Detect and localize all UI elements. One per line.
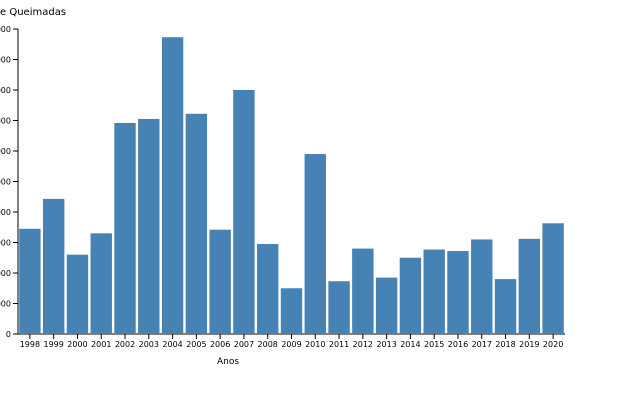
x-tick-label-2018: 2018 — [495, 340, 515, 349]
x-tick-label-2008: 2008 — [258, 340, 278, 349]
bar-2020 — [542, 223, 564, 334]
x-tick-label-2020: 2020 — [543, 340, 563, 349]
x-tick-label-1999: 1999 — [43, 340, 63, 349]
bar-1999 — [42, 198, 65, 334]
x-tick-label-2003: 2003 — [139, 340, 159, 349]
bars — [19, 37, 564, 335]
bar-2012 — [352, 248, 374, 334]
bar-2018 — [494, 279, 517, 334]
bar-2005 — [185, 113, 208, 334]
bar-2011 — [328, 281, 350, 334]
bar-2003 — [138, 118, 160, 334]
bar-2007 — [233, 90, 255, 334]
x-tick-label-1998: 1998 — [20, 340, 40, 349]
x-tick-label-2012: 2012 — [353, 340, 373, 349]
bar-2006 — [209, 229, 231, 334]
y-tick-label: 000 — [0, 86, 11, 95]
y-tick-label: 000 — [0, 117, 11, 126]
bar-2016 — [447, 251, 469, 334]
bar-2008 — [257, 244, 279, 334]
y-tick-label: 000 — [0, 269, 11, 278]
y-tick-label: 000 — [0, 25, 11, 34]
x-tick-label-2007: 2007 — [234, 340, 254, 349]
x-tick-label-2005: 2005 — [186, 340, 206, 349]
x-axis: 1998 1999 2000 2001 2002 2003 2004 2005 2006 2007… — [18, 333, 565, 349]
y-tick-label: 000 — [0, 56, 11, 65]
y-tick-label: 000 — [0, 239, 11, 248]
bar-2017 — [471, 239, 493, 334]
bar-2001 — [90, 233, 112, 334]
bar-2014 — [399, 257, 422, 334]
x-tick-label-2004: 2004 — [162, 340, 182, 349]
bar-2004 — [161, 37, 184, 335]
x-tick-label-2013: 2013 — [376, 340, 396, 349]
bar-2019 — [518, 238, 541, 334]
y-tick-label: 000 — [0, 147, 11, 156]
bar-2009 — [280, 288, 303, 334]
bar-2010 — [304, 154, 326, 334]
x-tick-label-2002: 2002 — [115, 340, 135, 349]
x-tick-label-2001: 2001 — [91, 340, 111, 349]
x-tick-label-2000: 2000 — [67, 340, 87, 349]
bar-2000 — [66, 254, 89, 334]
y-tick-label: 000 — [0, 178, 11, 187]
bar-1998 — [19, 228, 41, 334]
y-tick-label: 000 — [0, 300, 11, 309]
x-tick-label-2010: 2010 — [305, 340, 325, 349]
x-tick-label-2011: 2011 — [329, 340, 349, 349]
chart-title: e Queimadas — [0, 7, 66, 18]
x-tick-label-2006: 2006 — [210, 340, 230, 349]
bar-2013 — [375, 277, 398, 334]
y-axis: 0000000000000000000000000000000 — [0, 25, 19, 339]
x-axis-label: Anos — [217, 357, 239, 367]
bar-2002 — [114, 122, 136, 334]
x-tick-label-2019: 2019 — [519, 340, 539, 349]
x-tick-label-2017: 2017 — [472, 340, 492, 349]
y-tick-label: 0 — [6, 330, 11, 339]
x-tick-label-2016: 2016 — [448, 340, 468, 349]
y-tick-label: 000 — [0, 208, 11, 217]
x-tick-label-2009: 2009 — [281, 340, 301, 349]
bar-2015 — [423, 249, 445, 334]
x-tick-label-2014: 2014 — [400, 340, 420, 349]
x-tick-label-2015: 2015 — [424, 340, 444, 349]
